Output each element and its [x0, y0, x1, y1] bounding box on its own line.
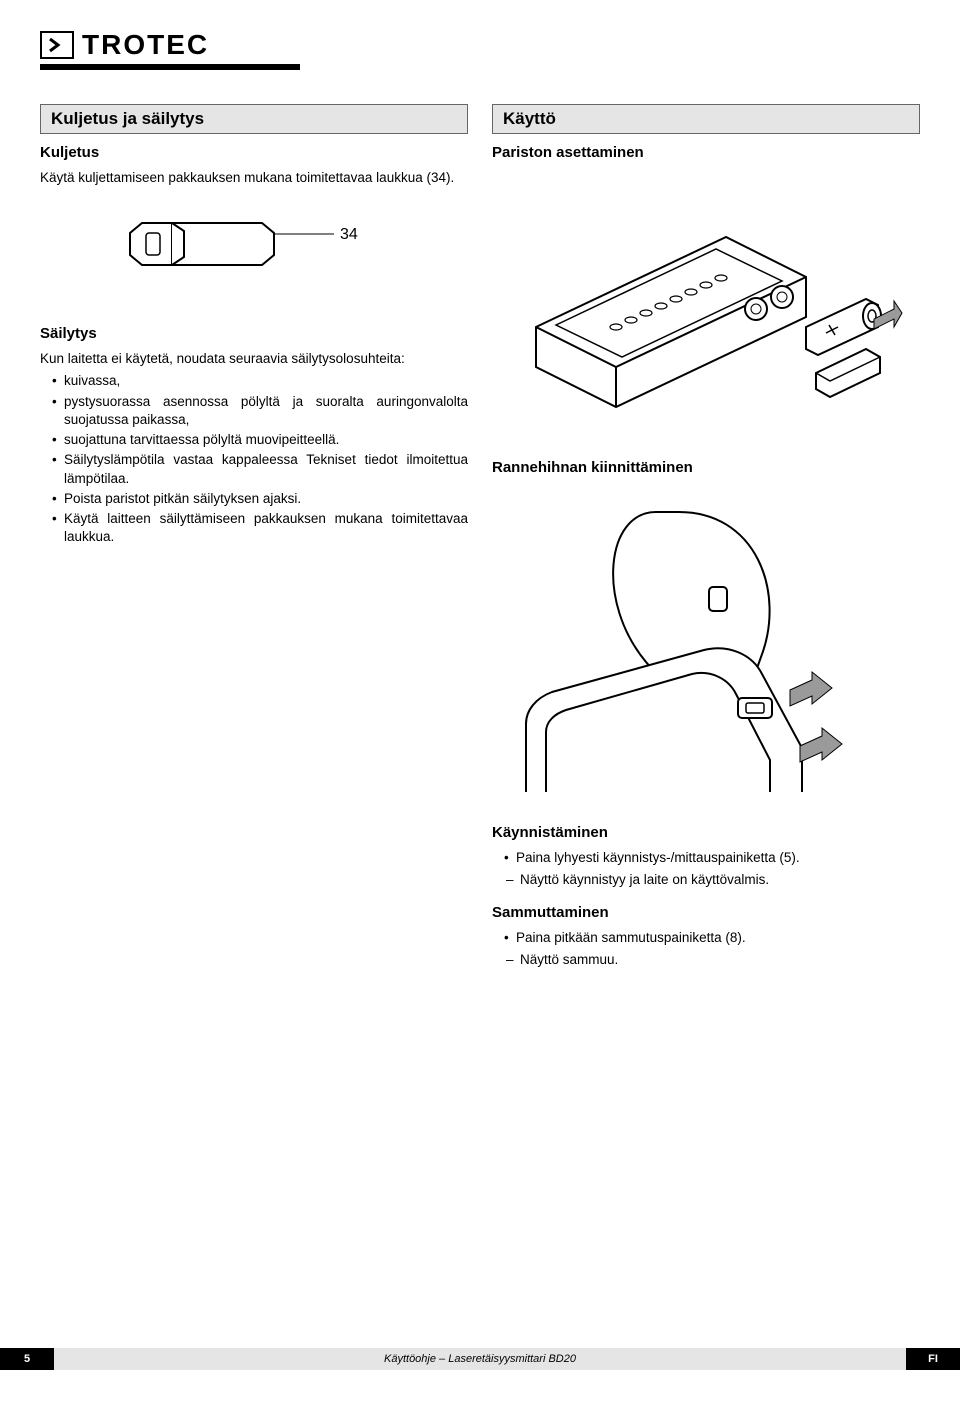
figure-wrist-strap [492, 492, 920, 802]
brand-logo: TROTEC [40, 28, 300, 62]
page-number: 5 [0, 1348, 54, 1370]
figure-pouch: 34 [40, 203, 468, 303]
start-bullet: Paina lyhyesti käynnistys-/mittauspainik… [504, 849, 920, 867]
storage-bullet-list: kuivassa, pystysuorassa asennossa pölylt… [40, 372, 468, 546]
storage-bullet: pystysuorassa asennossa pölyltä ja suora… [52, 393, 468, 429]
two-column-layout: Kuljetus ja säilytys Kuljetus Käytä kulj… [40, 104, 920, 970]
storage-bullet: Poista paristot pitkän säilytyksen ajaks… [52, 490, 468, 508]
off-bullet: Paina pitkään sammutuspainiketta (8). [504, 929, 920, 947]
section-usage: Käyttö [492, 104, 920, 134]
section-transport-storage: Kuljetus ja säilytys [40, 104, 468, 134]
right-column: Käyttö Pariston asettaminen [492, 104, 920, 970]
storage-bullet: suojattuna tarvittaessa pölyltä muovipei… [52, 431, 468, 449]
storage-bullet: Käytä laitteen säilyttämiseen pakkauksen… [52, 510, 468, 546]
storage-bullet: kuivassa, [52, 372, 468, 390]
figure-battery-insert [492, 177, 920, 437]
start-bullet-list: Paina lyhyesti käynnistys-/mittauspainik… [492, 849, 920, 867]
start-heading: Käynnistäminen [492, 824, 920, 841]
logo-underline [40, 64, 300, 70]
off-sub: Näyttö sammuu. [492, 951, 920, 970]
brand-name: TROTEC [82, 29, 209, 61]
off-bullet-list: Paina pitkään sammutuspainiketta (8). [492, 929, 920, 947]
off-heading: Sammuttaminen [492, 904, 920, 921]
transport-heading: Kuljetus [40, 144, 468, 161]
battery-heading: Pariston asettaminen [492, 144, 920, 161]
storage-heading: Säilytys [40, 325, 468, 342]
footer-title: Käyttöohje – Laseretäisyysmittari BD20 [54, 1348, 906, 1370]
storage-intro: Kun laitetta ei käytetä, noudata seuraav… [40, 350, 468, 368]
left-column: Kuljetus ja säilytys Kuljetus Käytä kulj… [40, 104, 468, 970]
page-footer: 5 Käyttöohje – Laseretäisyysmittari BD20… [0, 1348, 960, 1370]
logo-chevron-icon [40, 31, 74, 59]
page: TROTEC Kuljetus ja säilytys Kuljetus Käy… [0, 0, 960, 1370]
figure-pouch-label: 34 [340, 226, 358, 243]
footer-lang: FI [906, 1348, 960, 1370]
storage-bullet: Säilytyslämpötila vastaa kappaleessa Tek… [52, 451, 468, 487]
transport-body: Käytä kuljettamiseen pakkauksen mukana t… [40, 169, 468, 187]
strap-heading: Rannehihnan kiinnittäminen [492, 459, 920, 476]
start-sub: Näyttö käynnistyy ja laite on käyttövalm… [492, 871, 920, 890]
